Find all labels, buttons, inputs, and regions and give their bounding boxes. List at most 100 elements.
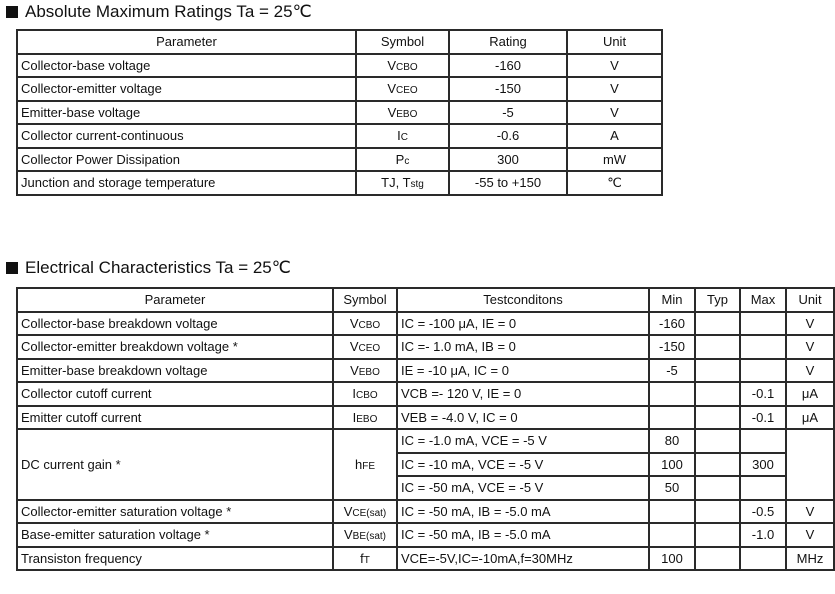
parameter-cell: Junction and storage temperature	[16, 170, 357, 196]
symbol-main: I	[352, 386, 356, 402]
electrical-characteristics-table: Parameter Symbol Testconditons Min Typ Max Uni…	[16, 287, 835, 571]
symbol-cell: VCBO	[355, 52, 450, 78]
square-bullet-icon	[6, 6, 18, 18]
test-conditions-cell: VEB = -4.0 V, IC = 0	[396, 404, 650, 430]
test-conditions-cell: IC = -10 mA, VCE = -5 V	[396, 451, 650, 477]
symbol-subscript: EBO	[396, 108, 418, 120]
symbol-cell: VCEO	[332, 334, 398, 360]
symbol-main: I	[397, 128, 401, 144]
max-cell: -1.0	[739, 522, 787, 548]
parameter-cell: Collector-base voltage	[16, 52, 357, 78]
unit-cell: V	[566, 52, 663, 78]
min-cell: -150	[648, 334, 696, 360]
unit-cell: V	[566, 76, 663, 102]
absolute-max-ratings-table: Parameter Symbol Rating Unit Collector-base…	[16, 29, 663, 196]
unit-cell: μA	[785, 404, 835, 430]
table-row: Collector-emitter saturation voltage * VC…	[16, 498, 835, 524]
table-row: Emitter-base breakdown voltage VEBO IE = -…	[16, 357, 835, 383]
symbol-cell: hFE	[332, 428, 398, 501]
symbol-cell: Pc	[355, 146, 450, 172]
column-header: Max	[739, 287, 787, 313]
symbol-cell: VCE(sat)	[332, 498, 398, 524]
symbol-subscript: EBO	[356, 413, 378, 425]
table-row: Junction and storage temperature TJ, Tstg…	[16, 170, 663, 196]
test-conditions-cell: VCB =- 120 V, IE = 0	[396, 381, 650, 407]
min-cell	[648, 381, 696, 407]
max-cell	[739, 310, 787, 336]
unit-cell: mW	[566, 146, 663, 172]
min-cell: 100	[648, 545, 696, 571]
test-conditions-cell: IC = -50 mA, IB = -5.0 mA	[396, 498, 650, 524]
symbol-cell: ICBO	[332, 381, 398, 407]
symbol-subscript: T	[363, 554, 370, 566]
max-cell	[739, 428, 787, 454]
symbol-cell: TJ, Tstg	[355, 170, 450, 196]
table-row: Collector Power Dissipation Pc 300 mW	[16, 146, 663, 172]
rating-cell: -160	[448, 52, 568, 78]
section-title-text: Electrical Characteristics Ta = 25℃	[25, 258, 291, 277]
table-row: Collector-base breakdown voltage VCBO IC =…	[16, 310, 835, 336]
parameter-cell: Collector-emitter saturation voltage *	[16, 498, 334, 524]
parameter-cell: Collector current-continuous	[16, 123, 357, 149]
symbol-main: V	[387, 104, 397, 120]
symbol-cell: IEBO	[332, 404, 398, 430]
min-cell: -5	[648, 357, 696, 383]
unit-cell: μA	[785, 381, 835, 407]
symbol-cell: IC	[355, 123, 450, 149]
column-header: Symbol	[332, 287, 398, 313]
table-row: Emitter cutoff current IEBO VEB = -4.0 V, …	[16, 404, 835, 430]
typ-cell	[694, 381, 741, 407]
unit-cell: ℃	[566, 170, 663, 196]
table-row: Base-emitter saturation voltage * VBE(sat…	[16, 522, 835, 548]
min-cell	[648, 522, 696, 548]
min-cell	[648, 498, 696, 524]
column-header: Min	[648, 287, 696, 313]
symbol-cell: VCEO	[355, 76, 450, 102]
typ-cell	[694, 404, 741, 430]
typ-cell	[694, 428, 741, 454]
symbol-subscript: C	[400, 132, 408, 144]
symbol-cell: VCBO	[332, 310, 398, 336]
symbol-main: h	[354, 456, 363, 472]
parameter-cell: Collector Power Dissipation	[16, 146, 357, 172]
table-row: Collector current-continuous IC -0.6 A	[16, 123, 663, 149]
parameter-cell: Emitter cutoff current	[16, 404, 334, 430]
parameter-cell: Emitter-base voltage	[16, 99, 357, 125]
symbol-subscript: CBO	[358, 319, 381, 331]
max-cell	[739, 357, 787, 383]
column-header: Parameter	[16, 29, 357, 55]
column-header: Unit	[566, 29, 663, 55]
parameter-cell: Collector-emitter breakdown voltage *	[16, 334, 334, 360]
typ-cell	[694, 357, 741, 383]
rating-cell: -55 to +150	[448, 170, 568, 196]
symbol-main: P	[395, 151, 405, 167]
typ-cell	[694, 475, 741, 501]
unit-cell	[785, 428, 835, 501]
rating-cell: 300	[448, 146, 568, 172]
column-header: Unit	[785, 287, 835, 313]
symbol-cell: VEBO	[355, 99, 450, 125]
column-header: Typ	[694, 287, 741, 313]
symbol-subscript: CE(sat)	[352, 507, 387, 519]
symbol-cell: VBE(sat)	[332, 522, 398, 548]
symbol-main: V	[387, 57, 396, 73]
table-row: IC = -10 mA, VCE = -5 V 100 300	[17, 451, 834, 477]
symbol-subscript: EBO	[358, 366, 380, 378]
symbol-subscript: CBO	[396, 61, 418, 73]
column-header: Testconditons	[396, 287, 650, 313]
symbol-cell: VEBO	[332, 357, 398, 383]
symbol-main: V	[350, 362, 359, 378]
max-cell: -0.1	[739, 404, 787, 430]
typ-cell	[694, 522, 741, 548]
typ-cell	[694, 451, 741, 477]
unit-cell: MHz	[785, 545, 835, 571]
table-row: Emitter-base voltage VEBO -5 V	[16, 99, 663, 125]
unit-cell: V	[785, 334, 835, 360]
unit-cell: V	[785, 357, 835, 383]
test-conditions-cell: IC =- 1.0 mA, IB = 0	[396, 334, 650, 360]
symbol-main: V	[387, 81, 396, 97]
parameter-cell: DC current gain *	[16, 428, 334, 501]
typ-cell	[694, 545, 741, 571]
max-cell: -0.5	[739, 498, 787, 524]
column-header: Parameter	[16, 287, 334, 313]
